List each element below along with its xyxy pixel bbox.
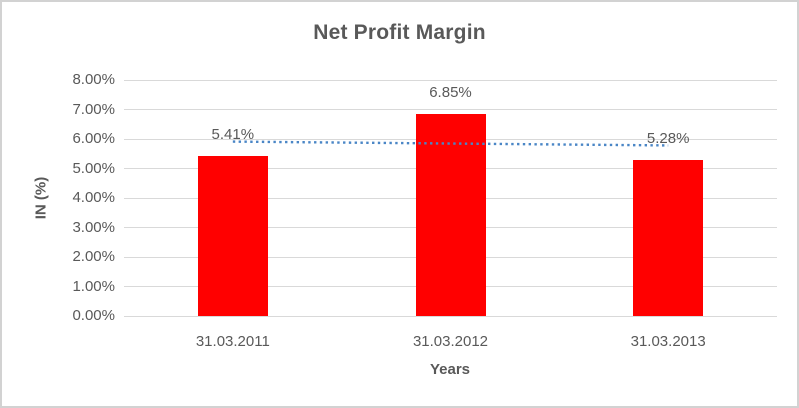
y-tick-label: 2.00% bbox=[72, 248, 115, 265]
bar-data-label: 6.85% bbox=[429, 83, 472, 101]
bar-data-label: 5.28% bbox=[646, 130, 690, 148]
x-tick-label: 31.03.2012 bbox=[412, 333, 489, 350]
bar bbox=[415, 113, 486, 316]
y-tick-label: 3.00% bbox=[72, 218, 115, 236]
y-tick-label: 0.00% bbox=[72, 307, 115, 324]
gridline bbox=[124, 79, 777, 81]
y-tick-label: 4.00% bbox=[72, 189, 115, 206]
x-tick-label: 31.03.2011 bbox=[195, 333, 270, 350]
bar-data-label: 5.41% bbox=[211, 126, 255, 144]
y-tick-label: 5.00% bbox=[72, 159, 115, 177]
x-tick-label: 31.03.2013 bbox=[630, 333, 706, 350]
y-tick-label: 6.00% bbox=[72, 130, 115, 147]
chart-title: Net Profit Margin bbox=[313, 21, 486, 44]
x-axis-title: Years bbox=[429, 361, 471, 378]
bar bbox=[197, 156, 268, 316]
y-tick-label: 8.00% bbox=[72, 71, 115, 88]
bar bbox=[633, 160, 704, 316]
y-tick-label: 7.00% bbox=[72, 100, 115, 118]
gridline bbox=[124, 109, 777, 110]
x-axis-line bbox=[124, 315, 777, 317]
y-tick-label: 1.00% bbox=[72, 277, 115, 295]
